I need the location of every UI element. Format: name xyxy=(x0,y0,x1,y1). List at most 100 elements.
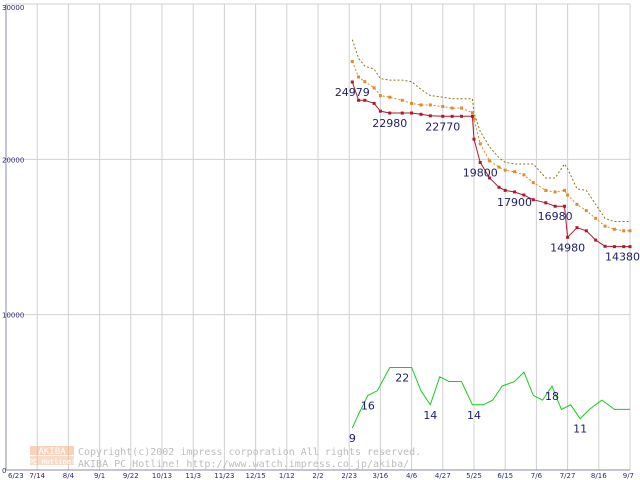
series-line-average xyxy=(351,61,630,232)
series-layer xyxy=(350,39,632,429)
x-tick-label: 12/15 xyxy=(246,472,266,480)
point-average xyxy=(531,181,535,185)
x-tick-label: 9/22 xyxy=(123,472,139,480)
point-average xyxy=(584,209,588,213)
x-tick-label: 11/3 xyxy=(185,472,201,480)
point-min xyxy=(372,101,376,105)
point-average xyxy=(372,86,376,90)
data-label-shops: 9 xyxy=(349,432,356,445)
point-min xyxy=(544,201,548,205)
point-min xyxy=(562,204,566,208)
point-min xyxy=(357,98,361,102)
point-average xyxy=(472,117,476,121)
logo-line1: AKIBA xyxy=(38,447,66,457)
point-min xyxy=(478,160,482,164)
point-average xyxy=(497,165,501,169)
x-tick-label: 9/7 xyxy=(623,472,634,480)
data-label-min: 16980 xyxy=(538,210,573,223)
point-average xyxy=(388,95,392,99)
point-min xyxy=(497,185,501,189)
point-min xyxy=(531,198,535,202)
point-min xyxy=(566,235,570,239)
point-min xyxy=(410,111,414,115)
point-average xyxy=(470,111,474,115)
point-min xyxy=(584,229,588,233)
point-average xyxy=(350,59,354,63)
x-tick-label: 5/25 xyxy=(466,472,482,480)
point-average xyxy=(488,159,492,163)
y-tick-label: 20000 xyxy=(2,156,24,164)
site-text: AKIBA PC Hotline! http://www.watch.impre… xyxy=(78,459,409,470)
point-min xyxy=(472,137,476,141)
point-average xyxy=(428,103,432,107)
x-tick-label: 11/23 xyxy=(214,472,234,480)
x-tick-label: 2/23 xyxy=(341,472,357,480)
point-min xyxy=(612,245,616,249)
point-average xyxy=(410,101,414,105)
data-label-min: 22980 xyxy=(372,117,407,130)
point-min xyxy=(603,244,607,248)
data-labels: 24979 22980 22770 19800 17900 16980 14980 14380… xyxy=(335,86,640,445)
point-average xyxy=(363,80,367,84)
x-tick-label: 2/2 xyxy=(312,472,323,480)
point-min xyxy=(503,188,507,192)
point-average xyxy=(628,229,632,233)
point-min xyxy=(622,245,626,249)
point-min xyxy=(419,112,423,116)
logo-box-bottom xyxy=(30,456,74,465)
point-average xyxy=(378,94,382,98)
x-tick-label: 10/13 xyxy=(152,472,172,480)
data-label-min: 19800 xyxy=(463,166,498,179)
point-average xyxy=(460,106,464,110)
watermark: AKIBA PC Hotline! Copyright(c)2002 impre… xyxy=(29,446,421,470)
point-average xyxy=(357,75,361,79)
point-average xyxy=(575,202,579,206)
x-tick-label: 7/14 xyxy=(29,472,45,480)
x-tick-label: 4/6 xyxy=(406,472,418,480)
point-average xyxy=(553,190,557,194)
x-tick-label: 8/16 xyxy=(591,472,607,480)
point-average xyxy=(400,98,404,102)
point-min xyxy=(450,114,454,118)
point-average xyxy=(622,229,626,233)
data-label-shops: 18 xyxy=(545,390,559,403)
x-tick-label: 9/1 xyxy=(94,472,105,480)
data-label-shops: 14 xyxy=(467,409,481,422)
data-label-min: 14980 xyxy=(550,241,585,254)
x-tick-label: 6/23 xyxy=(8,472,24,480)
point-min xyxy=(522,193,526,197)
grid xyxy=(5,3,631,471)
point-min xyxy=(553,204,557,208)
point-min xyxy=(400,111,404,115)
point-min xyxy=(378,109,382,113)
y-tick-label: 10000 xyxy=(2,312,24,320)
point-min xyxy=(470,114,474,118)
point-min xyxy=(441,114,445,118)
x-tick-label: 7/27 xyxy=(560,472,576,480)
copyright-text: Copyright(c)2002 impress corporation All… xyxy=(78,447,421,458)
point-average xyxy=(503,168,507,172)
point-average xyxy=(544,188,548,192)
point-min xyxy=(513,190,517,194)
data-label-shops: 16 xyxy=(361,399,375,412)
point-min xyxy=(575,226,579,230)
point-min xyxy=(428,114,432,118)
point-average xyxy=(450,106,454,110)
y-tick-label: 30000 xyxy=(2,4,24,12)
data-label-min: 24979 xyxy=(335,86,370,99)
point-average xyxy=(566,193,570,197)
point-average xyxy=(594,216,598,220)
point-average xyxy=(612,227,616,231)
x-tick-label: 7/6 xyxy=(531,472,543,480)
point-average xyxy=(441,105,445,109)
point-average xyxy=(603,224,607,228)
point-min xyxy=(388,111,392,115)
y-tick-label: 0 xyxy=(2,467,6,475)
point-min xyxy=(628,245,632,249)
point-min xyxy=(350,80,354,84)
series-line-min xyxy=(351,81,630,248)
data-label-min: 22770 xyxy=(425,120,460,133)
point-average xyxy=(562,188,566,192)
point-min xyxy=(594,238,598,242)
